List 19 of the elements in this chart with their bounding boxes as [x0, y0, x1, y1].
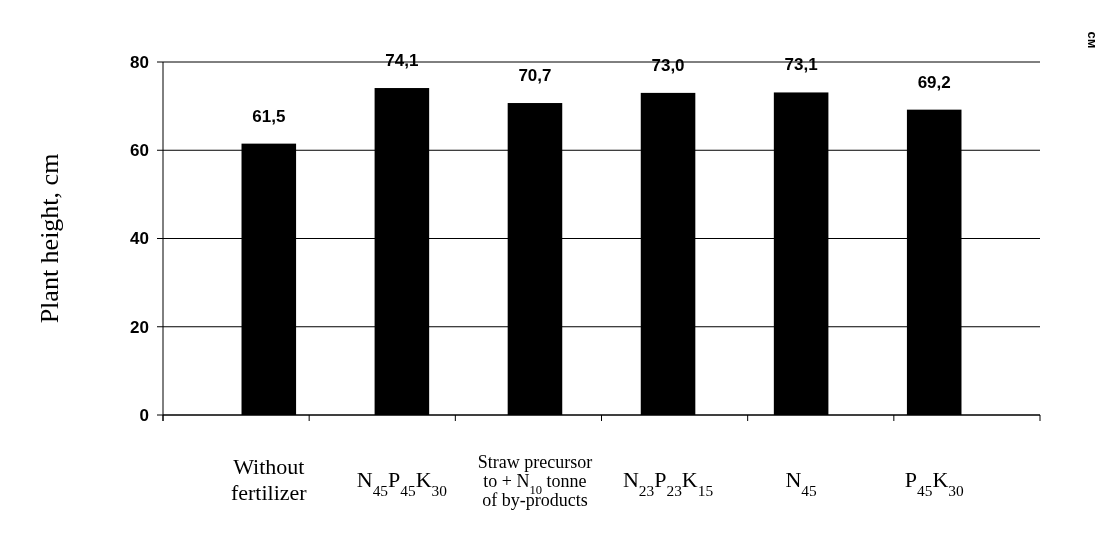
y-tick-label: 80 [130, 52, 149, 72]
text: см [1085, 31, 1100, 49]
data-label: 73,1 [784, 55, 818, 75]
x-tick-label: Without fertilizer [230, 454, 308, 505]
data-label: 73,0 [651, 55, 685, 75]
x-tick-label: N$_{45}$P$_{45}$K$_{30}$ [356, 467, 448, 499]
x-tick-label: N$_{23}$P$_{23}$K$_{15}$ [622, 467, 714, 499]
data-label: 70,7 [518, 66, 552, 86]
x-tick-label: P$_{45}$K$_{30}$ [904, 467, 964, 499]
data-label: 61,5 [252, 106, 286, 126]
data-label: 69,2 [917, 72, 951, 92]
data-label: 74,1 [385, 51, 419, 71]
y-tick-label: 40 [130, 229, 149, 249]
y-tick-label: 60 [130, 141, 149, 161]
y-axis-title: Plant height, cm [35, 153, 64, 324]
x-tick-label: N$_{45}$ [785, 467, 818, 499]
x-tick-label: Straw precursor to + N$_{10}$ tonne of by-products [477, 452, 593, 510]
y-tick-label: 0 [139, 405, 149, 425]
y-tick-label: 20 [130, 317, 149, 337]
